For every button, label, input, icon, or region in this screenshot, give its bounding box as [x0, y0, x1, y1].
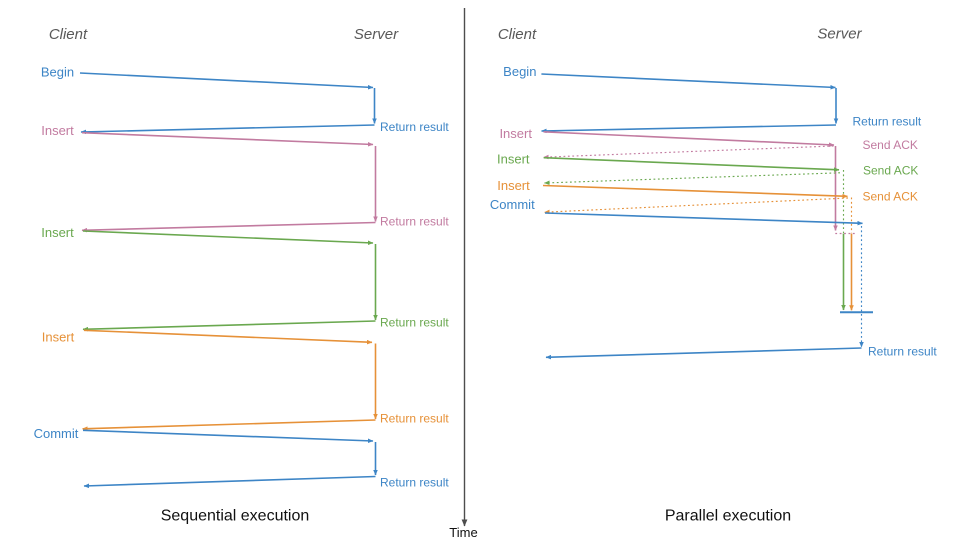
svg-text:Insert: Insert [41, 123, 74, 138]
svg-text:Begin: Begin [41, 65, 74, 80]
svg-text:Commit: Commit [490, 197, 535, 212]
svg-text:Return result: Return result [868, 345, 937, 359]
svg-text:Send ACK: Send ACK [863, 164, 918, 178]
svg-text:Send ACK: Send ACK [863, 190, 918, 204]
svg-text:Parallel execution: Parallel execution [665, 508, 791, 525]
svg-text:Send ACK: Send ACK [863, 138, 918, 152]
svg-text:Insert: Insert [42, 329, 75, 344]
svg-text:Insert: Insert [41, 225, 74, 240]
svg-text:Begin: Begin [503, 64, 536, 79]
svg-text:Insert: Insert [499, 126, 532, 141]
svg-text:Insert: Insert [497, 178, 530, 193]
svg-text:Return result: Return result [380, 120, 449, 134]
svg-text:Client: Client [498, 26, 537, 43]
svg-text:Return result: Return result [853, 114, 922, 128]
svg-text:Commit: Commit [34, 426, 79, 441]
svg-text:Insert: Insert [497, 152, 530, 167]
svg-text:Sequential execution: Sequential execution [161, 508, 310, 525]
svg-text:Return result: Return result [380, 412, 449, 426]
svg-text:Server: Server [354, 26, 399, 43]
svg-text:Return result: Return result [380, 476, 449, 490]
svg-text:Return result: Return result [380, 215, 449, 229]
svg-text:Client: Client [49, 26, 88, 43]
svg-text:Server: Server [817, 25, 862, 42]
svg-text:Time: Time [449, 525, 477, 540]
svg-text:Return result: Return result [380, 316, 449, 330]
